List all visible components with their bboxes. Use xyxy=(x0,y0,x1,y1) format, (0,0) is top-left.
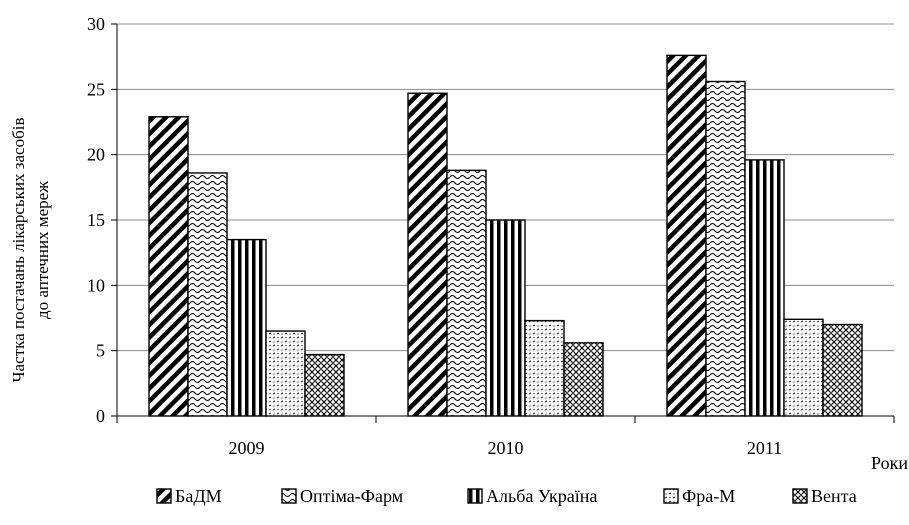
bar xyxy=(524,319,565,417)
bar xyxy=(485,219,526,417)
bar xyxy=(705,80,746,417)
bar xyxy=(563,342,604,417)
y-axis-label: Частка постачань лікарських засобів xyxy=(9,118,28,383)
bar xyxy=(148,116,189,417)
bar xyxy=(187,172,228,417)
bar xyxy=(407,92,448,417)
bar xyxy=(666,54,707,417)
legend-label: Фра-М xyxy=(682,486,735,506)
legend-label: Альба Україна xyxy=(486,486,597,506)
legend-swatch xyxy=(156,488,172,504)
bars xyxy=(148,54,863,417)
x-tick-label: 2009 xyxy=(229,438,265,458)
legend-label: БаДМ xyxy=(175,486,222,506)
y-tick-label: 10 xyxy=(87,275,105,295)
legend-label: Вента xyxy=(811,486,857,506)
bar xyxy=(822,323,863,417)
bar xyxy=(783,318,824,417)
y-tick-label: 25 xyxy=(87,79,105,99)
legend-swatch xyxy=(467,488,483,504)
legend: БаДМ Оптіма-Фарм Альба Україна Фра-М Вента xyxy=(156,486,857,506)
legend-swatch xyxy=(281,488,297,504)
bar xyxy=(304,353,345,417)
y-tick-label: 30 xyxy=(87,14,105,34)
x-tick-label: 2010 xyxy=(488,438,524,458)
bar xyxy=(226,238,267,417)
y-tick-label: 20 xyxy=(87,145,105,165)
axis-labels: 0 5 10 15 20 25 30 2009 2010 2011 Роки Частка поста… xyxy=(9,14,908,473)
bar xyxy=(265,330,306,417)
legend-swatch xyxy=(663,488,679,504)
y-tick-label: 0 xyxy=(96,406,105,426)
y-axis-label: до аптечних мереж xyxy=(33,181,52,319)
bar xyxy=(446,169,487,417)
bar xyxy=(744,159,785,417)
legend-label: Оптіма-Фарм xyxy=(300,486,403,506)
legend-swatch xyxy=(792,488,808,504)
y-tick-label: 5 xyxy=(96,341,105,361)
x-tick-label: 2011 xyxy=(747,438,782,458)
y-tick-label: 15 xyxy=(87,210,105,230)
x-axis-label: Роки xyxy=(871,453,908,473)
